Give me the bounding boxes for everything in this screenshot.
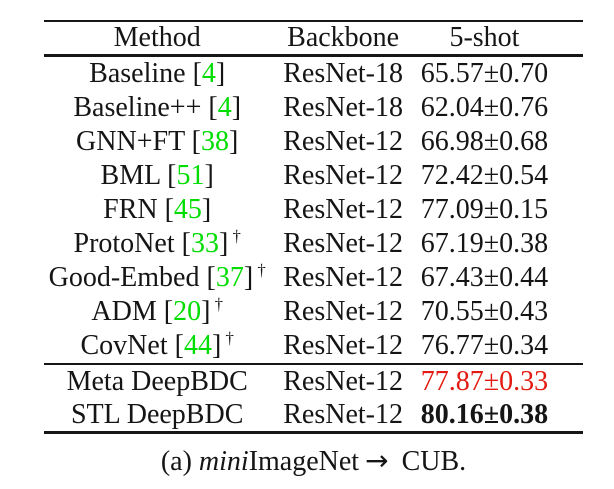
method-cell: Meta DeepBDC <box>66 365 248 397</box>
accuracy-cell: 70.55±0.43 <box>420 296 549 327</box>
table-row: ADM [20] † ResNet-12 70.55±0.43 <box>44 295 583 329</box>
method-name: ProtoNet <box>73 228 175 259</box>
citation-bracket-open: [ <box>174 228 191 259</box>
rightarrow-symbol: → <box>365 444 389 477</box>
dagger-mark: † <box>253 260 266 280</box>
citation-bracket-close: ] <box>215 58 226 89</box>
citation-bracket-close: ] <box>204 160 214 191</box>
method-cell: Baseline [4] <box>44 56 270 92</box>
table-row: Good-Embed [37] † ResNet-12 67.43±0.44 <box>44 261 583 295</box>
accuracy-cell: 62.04±0.76 <box>420 92 549 123</box>
table-row: FRN [45] ResNet-12 77.09±0.15 <box>44 193 583 227</box>
table-caption: (a) miniImageNet → CUB. <box>44 444 583 478</box>
citation-number[interactable]: 51 <box>176 160 205 191</box>
method-name: GNN+FT <box>76 126 185 157</box>
citation-bracket-open: [ <box>184 126 201 157</box>
accuracy-cell: 77.09±0.15 <box>420 194 549 225</box>
method-cell: ADM [20] † <box>44 295 270 329</box>
header-row: Method Backbone 5-shot <box>44 21 583 57</box>
accuracy-cell: 65.57±0.70 <box>420 58 549 89</box>
backbone-cell: ResNet-12 <box>283 262 404 293</box>
citation-number[interactable]: 44 <box>183 330 212 361</box>
table-row: Baseline [4] ResNet-18 65.57±0.70 <box>44 56 583 92</box>
caption-target: CUB. <box>394 446 467 477</box>
method-name: ADM <box>91 296 157 327</box>
method-cell: FRN [45] <box>44 193 270 227</box>
caption-dataset: ImageNet <box>248 446 360 477</box>
caption-index: (a) <box>160 446 199 477</box>
citation-number[interactable]: 4 <box>201 58 216 89</box>
citation-bracket-open: [ <box>160 160 177 191</box>
accuracy-cell: 66.98±0.68 <box>420 126 549 157</box>
method-cell: STL DeepBDC <box>70 398 244 430</box>
accuracy-cell-best-bold: 80.16±0.38 <box>420 398 549 430</box>
accuracy-cell: 76.77±0.34 <box>420 330 549 361</box>
dagger-mark: † <box>228 226 241 246</box>
table-row: BML [51] ResNet-12 72.42±0.54 <box>44 159 583 193</box>
column-header-method: Method <box>44 21 271 57</box>
citation-number[interactable]: 38 <box>201 126 229 157</box>
method-cell: Good-Embed [37] † <box>44 261 270 295</box>
citation-bracket-open: [ <box>167 330 184 361</box>
method-cell: Baseline++ [4] <box>44 91 270 125</box>
method-cell: GNN+FT [38] <box>44 125 270 159</box>
column-header-5shot: 5-shot <box>415 21 583 57</box>
results-table: Method Backbone 5-shot Baseline [4] ResN… <box>44 20 583 434</box>
backbone-cell: ResNet-12 <box>283 160 404 191</box>
citation-bracket-close: ] <box>201 296 211 327</box>
citation-bracket-close: ] <box>229 126 239 157</box>
backbone-cell: ResNet-12 <box>283 296 404 327</box>
citation-bracket-close: ] <box>231 92 242 123</box>
method-name: Baseline++ <box>73 92 202 123</box>
citation-number[interactable]: 37 <box>215 262 244 293</box>
caption-dataset-italic: mini <box>198 446 249 477</box>
citation-bracket-open: [ <box>157 194 174 225</box>
table-row: Baseline++ [4] ResNet-18 62.04±0.76 <box>44 91 583 125</box>
citation-bracket-open: [ <box>201 92 218 123</box>
table-row: CovNet [44] † ResNet-12 76.77±0.34 <box>44 329 583 364</box>
citation-bracket-open: [ <box>185 58 202 89</box>
dagger-mark: † <box>221 328 234 348</box>
accuracy-cell: 67.43±0.44 <box>420 262 549 293</box>
backbone-cell: ResNet-18 <box>283 58 404 89</box>
accuracy-cell-highlight-red: 77.87±0.33 <box>420 365 549 397</box>
column-header-backbone: Backbone <box>270 21 416 57</box>
method-cell: CovNet [44] † <box>44 329 270 364</box>
citation-number[interactable]: 20 <box>173 296 202 327</box>
accuracy-cell: 67.19±0.38 <box>420 228 549 259</box>
method-name: Good-Embed <box>48 262 200 293</box>
citation-bracket-close: ] <box>201 194 212 225</box>
backbone-cell: ResNet-12 <box>283 194 404 225</box>
citation-bracket-open: [ <box>156 296 174 327</box>
method-name: CovNet <box>80 330 168 361</box>
backbone-cell: ResNet-12 <box>283 365 404 397</box>
table-row: ProtoNet [33] † ResNet-12 67.19±0.38 <box>44 227 583 261</box>
citation-bracket-close: ] <box>211 330 222 361</box>
table-row: GNN+FT [38] ResNet-12 66.98±0.68 <box>44 125 583 159</box>
table-row-meta-deepbdc: Meta DeepBDC ResNet-12 77.87±0.33 <box>44 364 583 398</box>
table-row-stl-deepbdc: STL DeepBDC ResNet-12 80.16±0.38 <box>44 398 583 433</box>
citation-bracket-open: [ <box>199 262 216 293</box>
backbone-cell: ResNet-12 <box>283 228 404 259</box>
dagger-mark: † <box>210 294 223 314</box>
citation-number[interactable]: 33 <box>190 228 219 259</box>
backbone-cell: ResNet-12 <box>283 398 404 430</box>
citation-bracket-close: ] <box>243 262 254 293</box>
citation-bracket-close: ] <box>218 228 229 259</box>
backbone-cell: ResNet-18 <box>283 92 404 123</box>
method-name: FRN <box>103 194 158 225</box>
accuracy-cell: 72.42±0.54 <box>420 160 549 191</box>
citation-number[interactable]: 4 <box>217 92 232 123</box>
backbone-cell: ResNet-12 <box>283 126 404 157</box>
backbone-cell: ResNet-12 <box>283 330 404 361</box>
method-name: BML <box>100 160 161 191</box>
citation-number[interactable]: 45 <box>173 194 202 225</box>
method-cell: ProtoNet [33] † <box>44 227 270 261</box>
method-cell: BML [51] <box>44 159 270 193</box>
method-name: Baseline <box>89 58 186 89</box>
